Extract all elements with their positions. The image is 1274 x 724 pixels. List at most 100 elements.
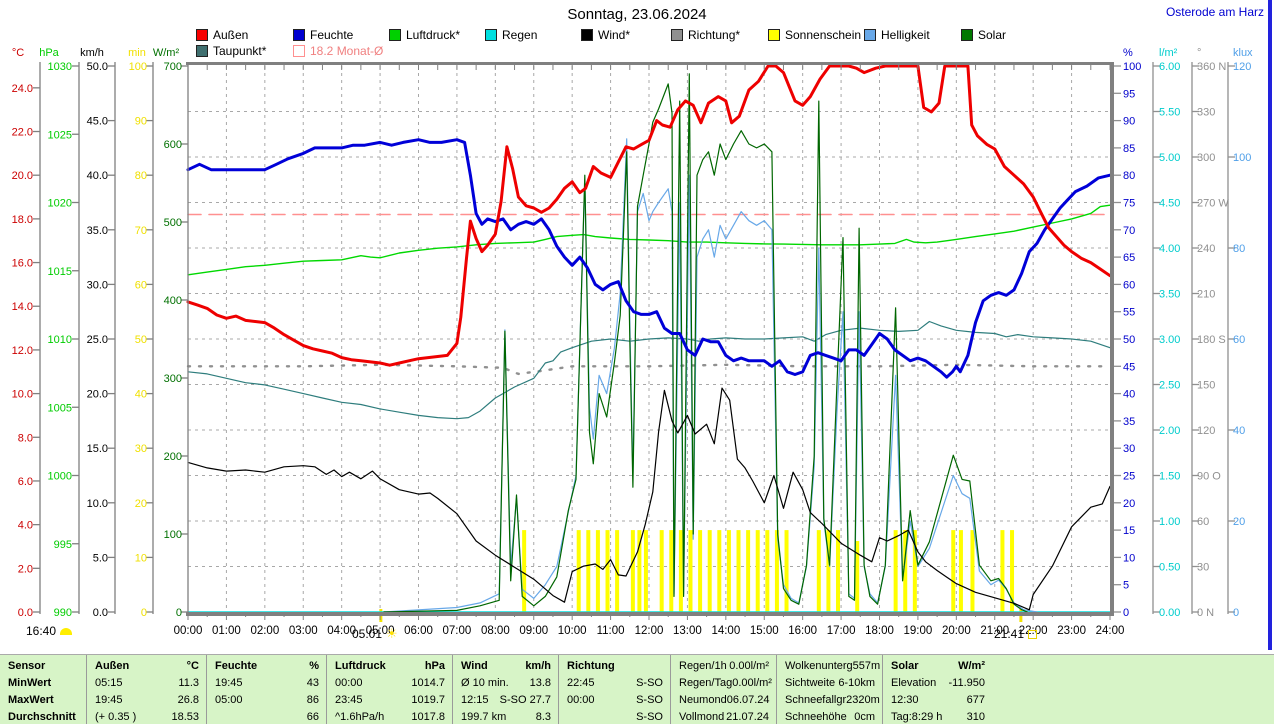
cell-label: Elevation [891, 676, 937, 689]
cell-value: 21.07.24 [726, 710, 769, 723]
cell-label: Regen/1h [679, 659, 727, 672]
table-cell-solar-row3: Tag:8:29 h 310 [883, 708, 993, 724]
svg-text:40: 40 [1123, 389, 1135, 401]
table-col-wind: Wind km/h Ø 10 min. 13.8 12:15 S-SO 27.7 199.7… [452, 655, 558, 724]
table-cell-feuchte-row3: 66 [207, 708, 327, 724]
table-cell-aussen-row0: Außen °C [87, 657, 207, 674]
summary-table: Sensor MinWert MaxWert Durchschnitt Außen °C 0… [0, 654, 1274, 724]
series-feuchte [186, 138, 1112, 379]
legend-swatch-icon [581, 29, 593, 41]
table-cell-aussen-row2: 19:45 26.8 [87, 691, 207, 708]
legend-label: Außen [213, 28, 249, 42]
svg-text:30.0: 30.0 [87, 279, 108, 291]
svg-text:20: 20 [1233, 516, 1245, 528]
table-cell-luftdruck-row2: 23:45 1019.7 [327, 691, 453, 708]
svg-text:100: 100 [164, 529, 182, 541]
cell-value: W/m² [958, 659, 985, 672]
table-col-aussen: Außen °C 05:15 11.3 19:45 26.8 (+ 0.35 ) 18.53 [86, 655, 206, 724]
svg-text:20.0: 20.0 [87, 389, 108, 401]
cell-label: 05:00 [215, 693, 243, 706]
svg-text:5.50: 5.50 [1159, 107, 1180, 119]
sunrise-marker: 05:01 ☀ [352, 627, 398, 641]
table-col-luftdruck: Luftdruck hPa 00:00 1014.7 23:45 1019.7 ^1.6hP… [326, 655, 452, 724]
cell-label: Neumond [679, 693, 727, 706]
svg-text:400: 400 [164, 295, 182, 307]
svg-text:50: 50 [1123, 334, 1135, 346]
table-cell-wolken-row1: Sichtweite 6-10km [777, 674, 883, 691]
svg-text:80: 80 [1233, 243, 1245, 255]
cell-label: 05:15 [95, 676, 123, 689]
table-cell-luftdruck-row3: ^1.6hPa/h 1017.8 [327, 708, 453, 724]
x-axis-labels: 00:00 01:00 02:00 03:00 04:00 05:00 06:00 07:00… [174, 625, 1125, 637]
svg-text:°C: °C [12, 47, 24, 59]
legend-swatch-icon [671, 29, 683, 41]
window-right-border [1268, 0, 1272, 650]
cell-label: (+ 0.35 ) [95, 710, 137, 723]
cell-label: ^1.6hPa/h [335, 710, 385, 723]
axis-solar: 0 100 200 300 400 500 600 700 W/m² [153, 47, 189, 619]
cell-value: 0.00l/m² [729, 659, 769, 672]
svg-text:0: 0 [1233, 607, 1239, 619]
cell-value: 1017.8 [411, 710, 445, 723]
svg-text:19:00: 19:00 [904, 625, 933, 637]
series-richtung [186, 363, 1112, 376]
svg-text:40: 40 [1233, 425, 1245, 437]
legend-label: Richtung* [688, 28, 741, 42]
svg-text:150: 150 [1197, 380, 1215, 392]
svg-text:35.0: 35.0 [87, 225, 108, 237]
page-title: Sonntag, 23.06.2024 [567, 6, 707, 23]
legend-item-helligkeit: Helligkeit [864, 28, 930, 42]
table-cell-regen-row3: Vollmond 21.07.24 [671, 708, 777, 724]
table-cell-feuchte-row2: 05:00 86 [207, 691, 327, 708]
cell-value: 0cm [854, 710, 875, 723]
svg-text:990: 990 [54, 607, 72, 619]
cell-value: S-SO 27.7 [499, 693, 551, 706]
legend-label: Wind* [598, 28, 631, 42]
svg-text:1015: 1015 [48, 266, 72, 278]
cell-label: Regen/Tag [679, 676, 733, 689]
svg-text:14:00: 14:00 [711, 625, 740, 637]
cell-value: km/h [525, 659, 551, 672]
legend-label: Luftdruck* [406, 28, 461, 42]
cell-value: 43 [306, 676, 319, 689]
svg-text:16:00: 16:00 [788, 625, 817, 637]
svg-text:4.50: 4.50 [1159, 198, 1180, 210]
axis-temperature: 0.0 2.0 4.0 6.0 8.0 10.0 12.0 14.0 16.0 18.0 20.0 2… [12, 47, 41, 619]
cell-value: 557m [852, 659, 881, 672]
svg-text:210: 210 [1197, 289, 1215, 301]
table-col-richtung: Richtung 22:45 S-SO 00:00 S-SO S-SO [558, 655, 670, 724]
svg-text:11:00: 11:00 [597, 625, 625, 637]
svg-text:1.00: 1.00 [1159, 516, 1180, 528]
cell-label: 199.7 km [461, 710, 507, 723]
svg-text:2.50: 2.50 [1159, 380, 1180, 392]
axis-pressure: 990 995 1000 1005 1010 1015 1020 1025 1030 hPa [39, 47, 80, 619]
svg-text:1005: 1005 [48, 402, 72, 414]
table-cell-sensor-row3: Durchschnitt [0, 708, 86, 724]
svg-text:95: 95 [1123, 88, 1135, 100]
svg-text:500: 500 [164, 217, 182, 229]
legend-swatch-icon [293, 29, 305, 41]
svg-text:30: 30 [135, 443, 147, 455]
cell-value: 310 [966, 710, 985, 723]
cell-value: S-SO [636, 676, 663, 689]
cell-value: 1014.7 [411, 676, 445, 689]
legend-item-richtung-: Richtung* [671, 28, 740, 42]
svg-text:l/m²: l/m² [1159, 47, 1178, 59]
svg-text:15.0: 15.0 [87, 443, 108, 455]
svg-text:10.0: 10.0 [87, 498, 108, 510]
svg-text:40.0: 40.0 [87, 170, 108, 182]
svg-text:12.0: 12.0 [12, 345, 33, 357]
cell-value: 0.00l/m² [732, 676, 772, 689]
table-cell-sensor-row1: MinWert [0, 674, 86, 691]
legend-swatch-icon [961, 29, 973, 41]
table-cell-wind-row0: Wind km/h [453, 657, 559, 674]
svg-text:hPa: hPa [39, 47, 59, 59]
svg-text:300: 300 [164, 373, 182, 385]
sunset-time: 21:41 [994, 627, 1025, 641]
cell-value: % [309, 659, 319, 672]
table-col-regen: Regen/1h 0.00l/m² Regen/Tag 0.00l/m² Neumond… [670, 655, 776, 724]
legend-item-wind-: Wind* [581, 28, 630, 42]
legend-item-regen: Regen [485, 28, 537, 42]
table-cell-luftdruck-row0: Luftdruck hPa [327, 657, 453, 674]
